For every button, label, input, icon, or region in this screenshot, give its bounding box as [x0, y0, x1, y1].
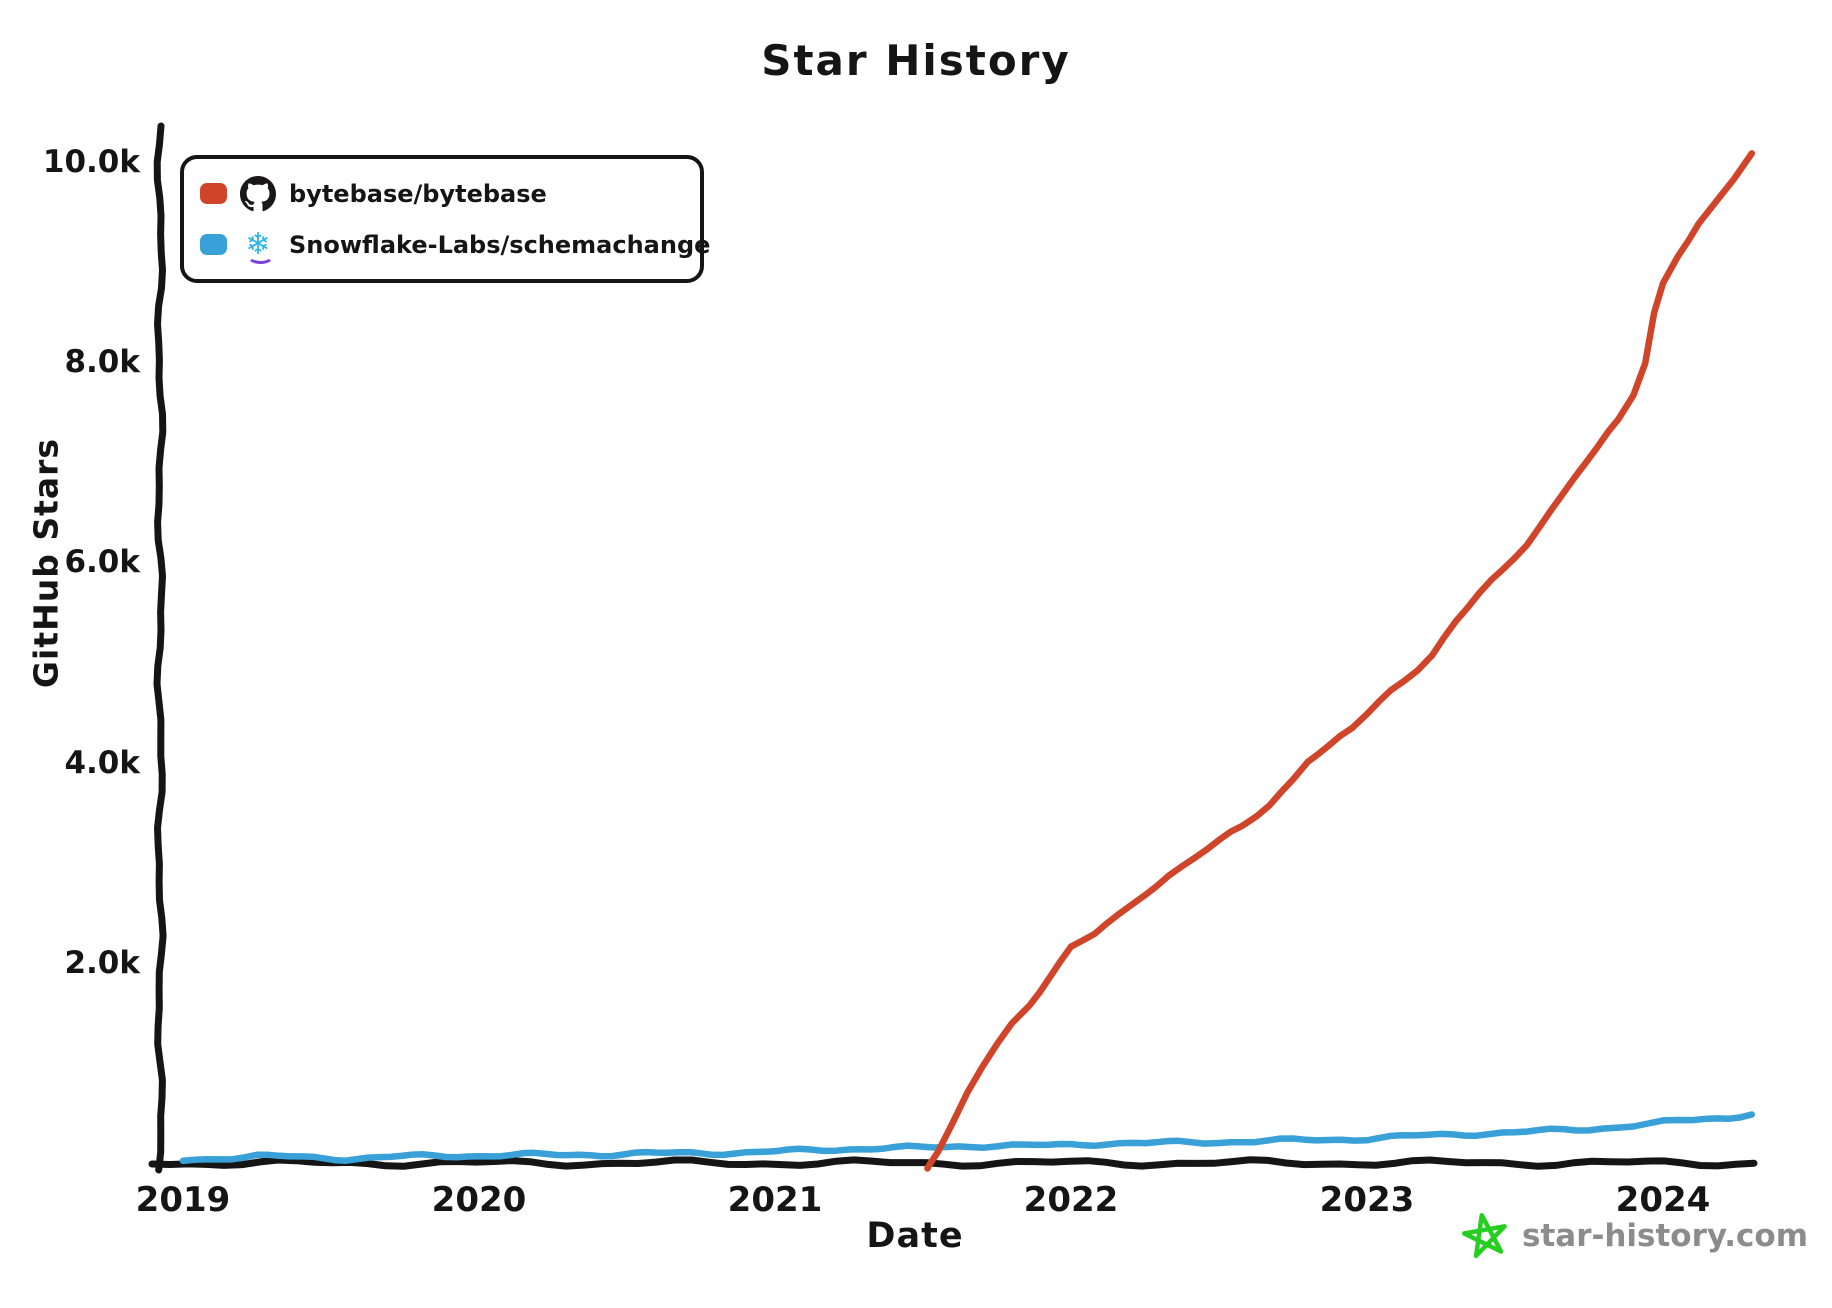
y-tick-label: 4.0k — [64, 744, 140, 781]
legend-item-bytebase: bytebase/bytebase — [200, 171, 684, 216]
legend: bytebase/bytebase ❄ Snowflake-Labs/schem… — [180, 155, 710, 283]
schemachange-line — [179, 1111, 1756, 1165]
legend-label-bytebase: bytebase/bytebase — [289, 179, 547, 208]
snowflake-icon: ❄ — [240, 227, 276, 264]
schemachange-color-swatch — [200, 234, 227, 255]
y-axis-title: GitHub Stars — [26, 437, 66, 689]
y-tick-label: 2.0k — [64, 944, 140, 981]
github-icon — [240, 175, 276, 212]
y-tick-label: 8.0k — [64, 344, 140, 381]
chart-title: Star History — [761, 36, 1071, 85]
x-tick-label: 2022 — [1023, 1180, 1119, 1220]
x-axis-line — [148, 1156, 1758, 1170]
star-history-watermark-link[interactable]: star-history.com — [1462, 1210, 1808, 1261]
x-tick-label: 2021 — [727, 1180, 823, 1220]
y-tick-label: 10.0k — [42, 144, 140, 180]
green-star-icon — [1462, 1212, 1507, 1259]
x-tick-label: 2023 — [1319, 1180, 1415, 1220]
x-tick-label: 2020 — [431, 1180, 527, 1220]
legend-label-schemachange: Snowflake-Labs/schemachange — [289, 230, 711, 259]
watermark-text: star-history.com — [1522, 1217, 1809, 1254]
bytebase-line — [924, 150, 1756, 1172]
legend-item-schemachange: ❄ Snowflake-Labs/schemachange — [200, 222, 710, 267]
y-tick-label: 6.0k — [64, 544, 140, 581]
x-tick-label: 2024 — [1615, 1180, 1711, 1220]
bytebase-color-swatch — [200, 183, 227, 204]
x-axis-title: Date — [866, 1216, 964, 1256]
x-tick-label: 2019 — [135, 1180, 231, 1220]
y-axis-line — [153, 122, 167, 1174]
